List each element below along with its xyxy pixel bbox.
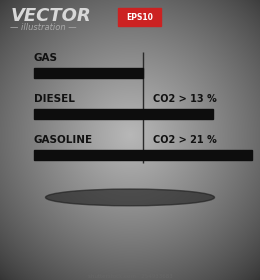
Bar [34, 150, 252, 160]
Text: CO2 > 21 %: CO2 > 21 % [153, 135, 217, 145]
Ellipse shape [46, 189, 214, 206]
Text: DIESEL: DIESEL [34, 94, 75, 104]
Text: CO2 > 13 %: CO2 > 13 % [153, 94, 217, 104]
Bar [34, 109, 213, 119]
Text: GASOLINE: GASOLINE [34, 135, 93, 145]
Text: — illustration —: — illustration — [10, 23, 77, 32]
Text: GAS: GAS [34, 53, 58, 63]
Text: VECTOR: VECTOR [10, 7, 91, 25]
FancyBboxPatch shape [118, 8, 161, 26]
Text: shutterstock.com · 254933683: shutterstock.com · 254933683 [88, 274, 172, 279]
Bar [34, 68, 143, 78]
Text: EPS10: EPS10 [126, 13, 153, 22]
